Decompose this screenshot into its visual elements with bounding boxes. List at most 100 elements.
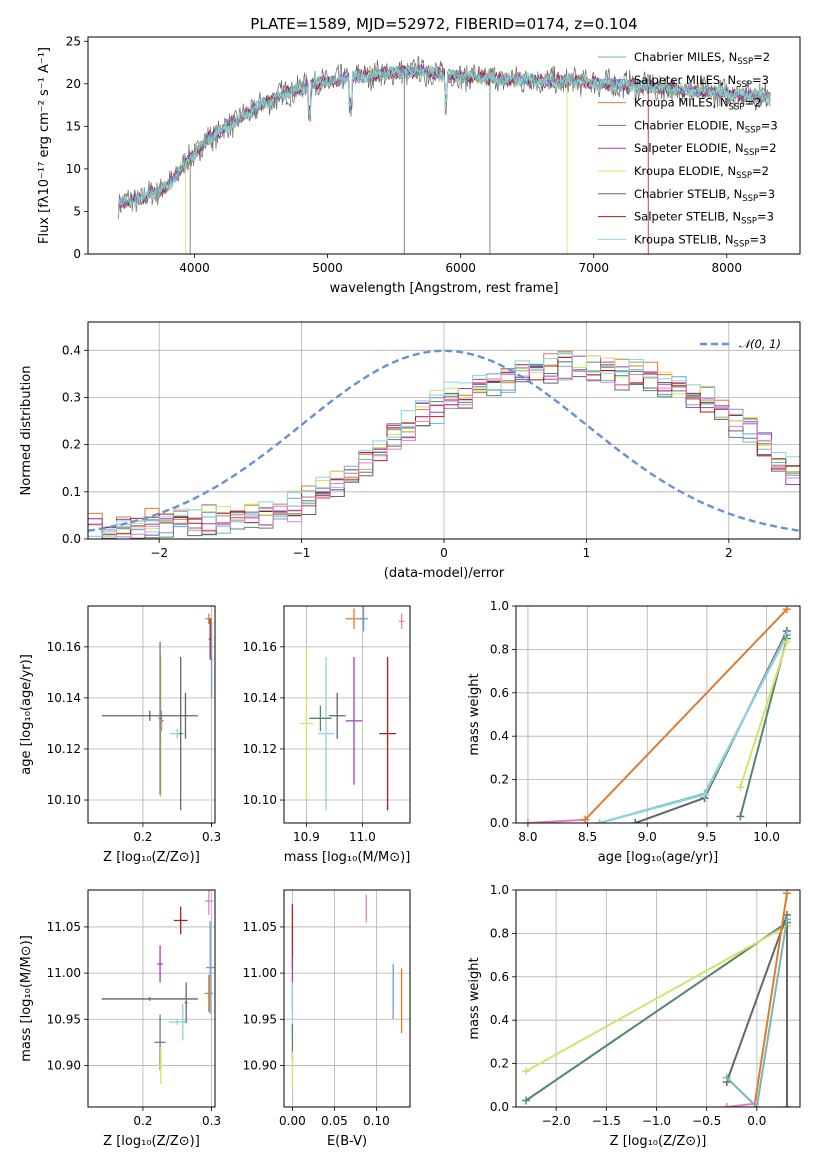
legend-entry-value: =3 bbox=[758, 187, 775, 201]
x-tick-label: 0.2 bbox=[133, 830, 152, 844]
y-tick-label: 0.2 bbox=[490, 1057, 509, 1071]
legend-entry-value: =3 bbox=[749, 232, 766, 246]
legend-entry: Chabrier ELODIE, NSSP=3 bbox=[634, 118, 778, 135]
y-tick-label: 15 bbox=[66, 119, 81, 133]
axes-frame bbox=[283, 605, 411, 824]
y-tick-label: 10.95 bbox=[47, 1012, 81, 1026]
legend-entry-subscript: SSP bbox=[736, 171, 752, 181]
series-line bbox=[739, 641, 788, 788]
data-point bbox=[398, 613, 405, 629]
legend-entry-label: Salpeter STELIB, N bbox=[634, 210, 741, 224]
data-point bbox=[204, 974, 213, 1012]
x-tick-label: 10.9 bbox=[293, 830, 320, 844]
legend-entry-label: Salpeter ELODIE, N bbox=[634, 141, 744, 155]
y-tick-label: 0.6 bbox=[490, 686, 509, 700]
legend-entry: Salpeter MILES, NSSP=3 bbox=[634, 73, 769, 90]
legend-entry-subscript: SSP bbox=[742, 194, 758, 204]
legend-entry-value: =3 bbox=[752, 73, 769, 87]
y-tick-label: 10.10 bbox=[47, 793, 81, 807]
y-axis-label: mass weight bbox=[467, 673, 482, 755]
x-axis-label: E(B-V) bbox=[327, 1134, 367, 1149]
data-point bbox=[206, 921, 215, 1014]
x-tick-label: 10.0 bbox=[753, 830, 780, 844]
series-marker bbox=[700, 790, 709, 799]
series-marker bbox=[782, 1103, 791, 1107]
y-axis-label: mass [log₁₀(M/M⊙)] bbox=[19, 935, 34, 1062]
legend-entry: Salpeter STELIB, NSSP=3 bbox=[634, 210, 774, 227]
x-tick-label: 0 bbox=[440, 546, 448, 560]
legend-entry-value: =2 bbox=[753, 50, 770, 64]
y-tick-label: 10.14 bbox=[47, 691, 81, 705]
legend-label: 𝒩(0, 1) bbox=[739, 337, 781, 351]
legend-entry-subscript: SSP bbox=[737, 57, 753, 67]
y-axis-label: Normed distribution bbox=[19, 366, 34, 496]
panel-mass_vs_ebv: 0.00 0.05 0.10 10.90 10.95 11.00 11.05 E(B-V) bbox=[243, 889, 411, 1149]
series-line bbox=[525, 921, 788, 1102]
series-marker bbox=[736, 812, 745, 821]
legend-entry: Chabrier MILES, NSSP=2 bbox=[634, 50, 770, 67]
x-tick-label: 8.0 bbox=[518, 830, 537, 844]
data-point bbox=[359, 606, 368, 632]
plot-area-weight_vs_age bbox=[523, 606, 791, 823]
legend-entry-subscript: SSP bbox=[729, 103, 745, 113]
y-tick-label: 10.90 bbox=[243, 1058, 277, 1072]
normal-curve bbox=[88, 349, 800, 532]
series-line bbox=[726, 919, 788, 1107]
x-tick-label: 0.05 bbox=[321, 1114, 348, 1128]
panel-weight_vs_age: 8.0 8.5 9.0 9.5 10.0 0.0 0.2 0.4 0.6 0.8 1.0 age [l… bbox=[467, 599, 801, 865]
axes-frame bbox=[87, 889, 216, 1108]
chart-title: PLATE=1589, MJD=52972, FIBERID=0174, z=0… bbox=[250, 15, 637, 33]
y-tick-label: 10.16 bbox=[47, 640, 81, 654]
data-point bbox=[328, 692, 346, 739]
y-tick-label: 0.2 bbox=[490, 773, 509, 787]
histogram-kroupa_stelib bbox=[88, 351, 800, 537]
x-tick-label: 8000 bbox=[712, 261, 743, 275]
y-tick-label: 10.95 bbox=[243, 1012, 277, 1026]
data-point bbox=[101, 710, 198, 721]
y-tick-label: 10.90 bbox=[47, 1058, 81, 1072]
series-marker bbox=[782, 915, 791, 924]
y-tick-label: 10.16 bbox=[243, 640, 277, 654]
y-tick-label: 0.3 bbox=[62, 390, 81, 404]
series-marker bbox=[782, 606, 791, 614]
legend-entry-subscript: SSP bbox=[734, 239, 750, 249]
x-axis-label: age [log₁₀(age/yr)] bbox=[598, 850, 719, 865]
y-tick-label: 0.6 bbox=[490, 970, 509, 984]
data-point bbox=[179, 657, 183, 811]
series-line bbox=[726, 1102, 755, 1107]
y-tick-label: 1.0 bbox=[490, 883, 509, 897]
series-marker bbox=[722, 1073, 731, 1082]
data-point bbox=[169, 728, 185, 739]
panel-age_vs_Z: 0.2 0.3 10.10 10.12 10.14 10.16 Z [log₁₀(Z/Z⊙)… bbox=[19, 605, 221, 865]
y-tick-label: 5 bbox=[73, 204, 81, 218]
legend-entry-label: Chabrier STELIB, N bbox=[634, 187, 742, 201]
x-tick-label: 9.0 bbox=[638, 830, 657, 844]
legend-entry: Salpeter ELODIE, NSSP=2 bbox=[634, 141, 777, 158]
axes-frame bbox=[283, 889, 411, 1108]
y-tick-label: 11.00 bbox=[243, 966, 277, 980]
series-line bbox=[527, 818, 586, 823]
legend-entry-subscript: SSP bbox=[741, 217, 757, 227]
data-point bbox=[299, 646, 314, 801]
x-tick-label: 11.0 bbox=[349, 830, 376, 844]
x-axis-label: Z [log₁₀(Z/Z⊙)] bbox=[103, 850, 200, 865]
y-tick-label: 10.10 bbox=[243, 793, 277, 807]
data-point bbox=[181, 1003, 185, 1041]
data-point bbox=[184, 692, 187, 739]
data-point bbox=[204, 890, 213, 915]
data-point bbox=[379, 657, 396, 811]
axes-frame bbox=[515, 605, 801, 824]
x-tick-label: 0.3 bbox=[202, 1114, 221, 1128]
x-tick-label: 7000 bbox=[578, 261, 609, 275]
data-point bbox=[205, 613, 213, 624]
legend-entry-label: Salpeter MILES, N bbox=[634, 73, 736, 87]
legend-entry: Chabrier STELIB, NSSP=3 bbox=[634, 187, 775, 204]
plot-area-spectrum bbox=[118, 56, 771, 254]
y-tick-label: 0.1 bbox=[62, 485, 81, 499]
legend-entry-value: =2 bbox=[744, 96, 761, 110]
panel-spectrum: 4000 5000 6000 7000 8000 0 5 10 15 20 25 wavelength… bbox=[37, 15, 801, 296]
x-axis-label: Z [log₁₀(Z/Z⊙)] bbox=[610, 1134, 707, 1149]
x-tick-label: 0.2 bbox=[133, 1114, 152, 1128]
